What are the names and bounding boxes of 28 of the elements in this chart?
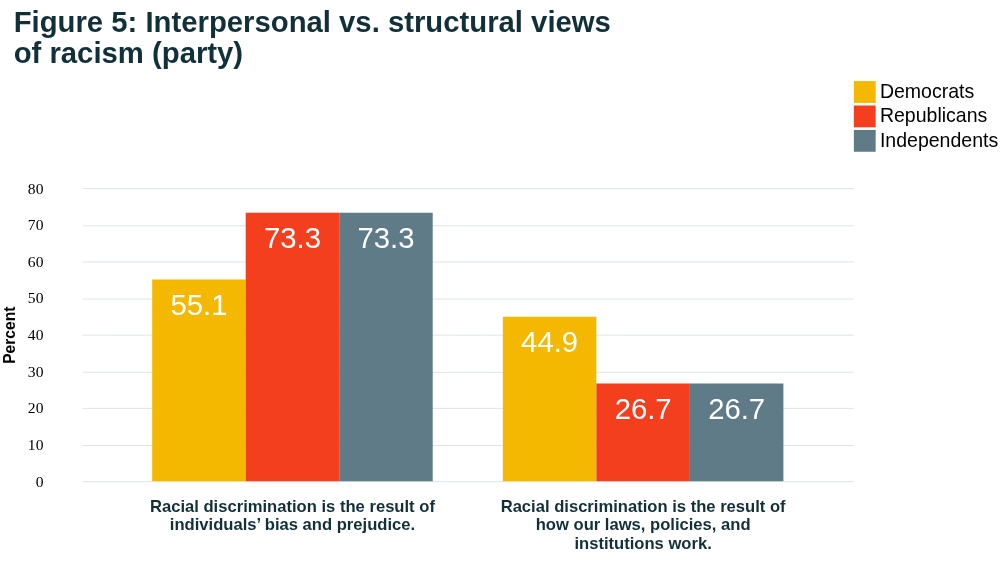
bar [596, 383, 690, 482]
bar [689, 383, 784, 482]
y-tick-label: 60 [27, 252, 44, 270]
y-tick-label: 50 [27, 289, 44, 307]
legend-label: Republicans [879, 104, 988, 127]
data-label: 44.9 [521, 324, 579, 358]
data-label: 26.7 [614, 391, 672, 425]
y-axis-title: Percent [1, 306, 19, 364]
y-tick-label: 20 [27, 399, 44, 417]
data-label: 73.3 [357, 220, 415, 254]
bar [152, 279, 246, 482]
y-tick-label: 30 [27, 362, 44, 380]
data-label: 26.7 [708, 391, 766, 425]
y-tick-label: 0 [35, 472, 44, 490]
y-tick-label: 40 [27, 326, 44, 344]
y-tick-label: 10 [27, 435, 44, 453]
legend-label: Democrats [879, 79, 975, 102]
data-label: 73.3 [263, 220, 321, 254]
data-label: 55.1 [170, 287, 228, 321]
x-tick-label: Racial discrimination is the result of individuals’ bias and prejudice. [149, 496, 436, 535]
y-tick-label: 70 [27, 216, 44, 234]
bar [339, 212, 433, 482]
y-tick-label: 80 [27, 179, 44, 197]
x-tick-label: Racial discrimination is the result of how our laws, policies, and institutions work. [500, 496, 787, 554]
chart-title: Figure 5: Interpersonal vs. structural views of racism (party) [13, 4, 611, 70]
bar [245, 212, 340, 482]
legend-label: Independents [879, 128, 999, 151]
bar [502, 316, 597, 482]
